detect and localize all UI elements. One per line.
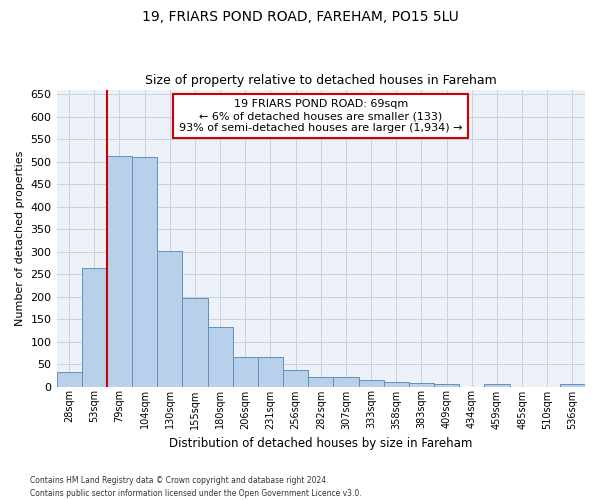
Bar [283,370,308,386]
Bar [208,327,233,386]
Bar [258,358,283,386]
Bar [308,376,334,386]
Text: Contains HM Land Registry data © Crown copyright and database right 2024.
Contai: Contains HM Land Registry data © Crown c… [30,476,362,498]
Bar [157,250,182,386]
Bar [434,384,459,386]
Bar [484,384,509,386]
Bar [359,380,383,386]
Bar [383,382,409,386]
Bar [107,156,132,386]
Bar [82,268,107,386]
Title: Size of property relative to detached houses in Fareham: Size of property relative to detached ho… [145,74,497,87]
Bar [182,298,208,386]
Text: 19 FRIARS POND ROAD: 69sqm
← 6% of detached houses are smaller (133)
93% of semi: 19 FRIARS POND ROAD: 69sqm ← 6% of detac… [179,100,463,132]
Bar [334,376,359,386]
Bar [132,157,157,386]
Bar [233,358,258,386]
Bar [409,383,434,386]
Y-axis label: Number of detached properties: Number of detached properties [15,150,25,326]
X-axis label: Distribution of detached houses by size in Fareham: Distribution of detached houses by size … [169,437,472,450]
Text: 19, FRIARS POND ROAD, FAREHAM, PO15 5LU: 19, FRIARS POND ROAD, FAREHAM, PO15 5LU [142,10,458,24]
Bar [560,384,585,386]
Bar [56,372,82,386]
